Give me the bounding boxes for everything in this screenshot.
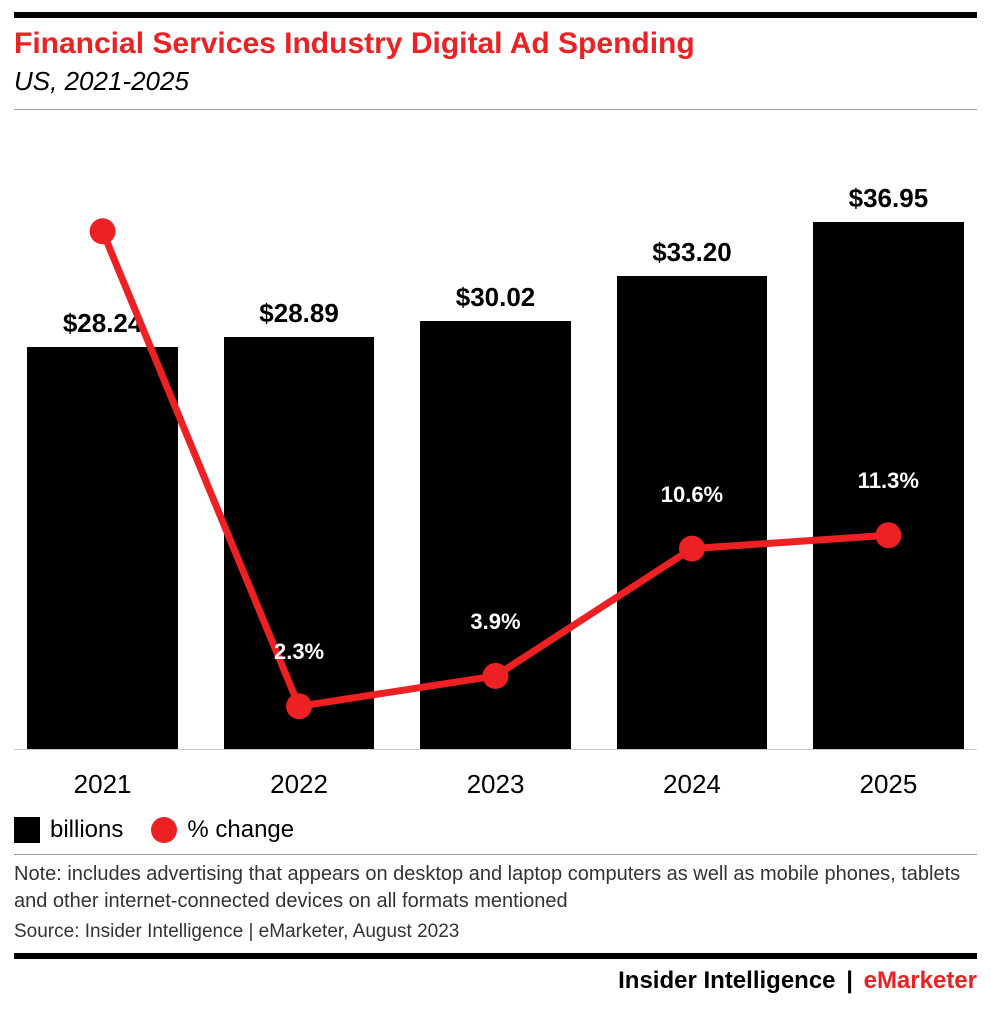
note-text: Note: includes advertising that appears … [0, 855, 991, 919]
footer-pipe: | [842, 967, 857, 994]
chart-container: Financial Services Industry Digital Ad S… [0, 12, 991, 1011]
bar [27, 347, 178, 749]
bar-slot: $28.24 [14, 308, 191, 749]
bar [617, 276, 768, 749]
bar-value-label: $28.89 [259, 298, 339, 329]
x-axis-label: 2023 [407, 757, 584, 800]
legend-square-icon [14, 817, 40, 843]
header: Financial Services Industry Digital Ad S… [0, 18, 991, 103]
bar-value-label: $36.95 [849, 183, 929, 214]
chart-title: Financial Services Industry Digital Ad S… [14, 26, 977, 62]
x-axis-label: 2024 [603, 757, 780, 800]
legend-item-line: % change [151, 816, 294, 844]
bar [420, 321, 571, 749]
bar-slot: $30.02 [407, 282, 584, 749]
x-axis-labels: 2021 2022 2023 2024 2025 [14, 757, 977, 800]
bar-value-label: $28.24 [63, 308, 143, 339]
pct-change-label: 3.9% [470, 609, 520, 635]
legend-circle-icon [151, 817, 177, 843]
bar-value-label: $33.20 [652, 237, 732, 268]
footer-attribution: Insider Intelligence | eMarketer [0, 959, 991, 1011]
footer-insider: Insider Intelligence [618, 967, 835, 994]
bar [224, 337, 375, 749]
legend: billions % change [0, 800, 991, 854]
legend-item-bars: billions [14, 816, 123, 844]
chart-area: $28.24$28.89$30.02$33.20$36.95 202120222… [14, 140, 977, 800]
legend-line-label: % change [187, 816, 294, 844]
chart-subtitle: US, 2021-2025 [14, 66, 977, 97]
footer-emarketer: eMarketer [864, 967, 977, 994]
bar-value-label: $30.02 [456, 282, 536, 313]
header-rule [14, 109, 977, 110]
bar-slot: $28.89 [210, 298, 387, 749]
x-axis-label: 2021 [14, 757, 191, 800]
pct-change-label: 11.3% [858, 468, 919, 494]
x-axis-label: 2022 [210, 757, 387, 800]
bar-slot: $36.95 [800, 183, 977, 749]
pct-change-label: 2.3% [274, 639, 324, 665]
pct-change-label: 10.6% [661, 482, 723, 508]
bars-row: $28.24 $28.89 $30.02 $33.20 $36.95 [14, 180, 977, 750]
legend-bar-label: billions [50, 816, 123, 844]
x-axis-label: 2025 [800, 757, 977, 800]
pct-change-label: 27.3% [71, 164, 133, 190]
source-text: Source: Insider Intelligence | eMarketer… [0, 919, 991, 949]
